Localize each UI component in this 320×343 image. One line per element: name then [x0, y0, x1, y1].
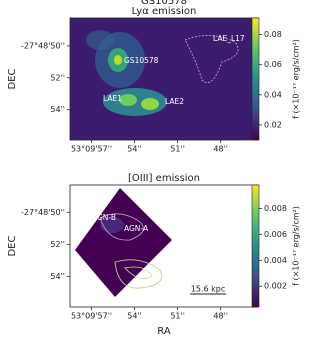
annotation: 15.6 kpc — [191, 285, 225, 294]
x-tick-label: 53°09'57'' — [71, 145, 112, 154]
y-tick-label: 52'' — [50, 73, 65, 82]
y-tick-label: 54'' — [50, 272, 65, 281]
annotation: LAE2 — [165, 97, 184, 106]
colorbar-tick-label: 0.008 — [264, 204, 287, 213]
y-tick-label: 54'' — [50, 105, 65, 114]
colorbar-tick-label: 0.002 — [264, 282, 287, 291]
x-tick-label: 54'' — [127, 145, 142, 154]
colorbar-tick-label: 0.006 — [264, 230, 287, 239]
annotation: GS10578 — [124, 56, 159, 65]
x-tick-label: 53°09'57'' — [71, 312, 112, 321]
colorbar-label: f (×10⁻¹⁷ erg/s/cm²) — [292, 39, 301, 119]
colorbar — [251, 17, 260, 141]
y-tick-label: 52'' — [50, 240, 65, 249]
colorbar-tick-label: 0.06 — [264, 60, 282, 69]
x-tick-label: 54'' — [127, 312, 142, 321]
x-tick-label: 48'' — [213, 312, 228, 321]
annotation: AGN-A — [124, 224, 149, 233]
annotation: AGN-B — [92, 213, 116, 222]
panel-title: Lyα emission — [132, 6, 197, 17]
annotation: LAE_L17 — [213, 34, 245, 43]
x-tick-label: 51'' — [170, 145, 185, 154]
y-axis-label: DEC — [7, 235, 18, 256]
colorbar-tick-label: 0.04 — [264, 90, 282, 99]
panel-title: [OIII] emission — [128, 173, 200, 184]
annotation: LAE1 — [103, 94, 122, 103]
colorbar-tick-label: 0.02 — [264, 120, 282, 129]
x-axis-label: RA — [157, 326, 171, 337]
y-tick-label: -27°48'50'' — [21, 208, 65, 217]
colorbar — [251, 184, 260, 308]
x-tick-label: 48'' — [213, 145, 228, 154]
lya-image — [70, 18, 258, 140]
figure-title: GS10578 — [141, 0, 187, 7]
colorbar-tick-label: 0.004 — [264, 256, 287, 265]
x-tick-label: 51'' — [170, 312, 185, 321]
oiii-image — [75, 188, 172, 297]
y-axis-label: DEC — [7, 68, 18, 89]
colorbar-tick-label: 0.08 — [264, 30, 282, 39]
y-tick-label: -27°48'50'' — [21, 41, 65, 50]
colorbar-label: f (×10⁻¹⁷ erg/s/cm²) — [292, 206, 301, 286]
